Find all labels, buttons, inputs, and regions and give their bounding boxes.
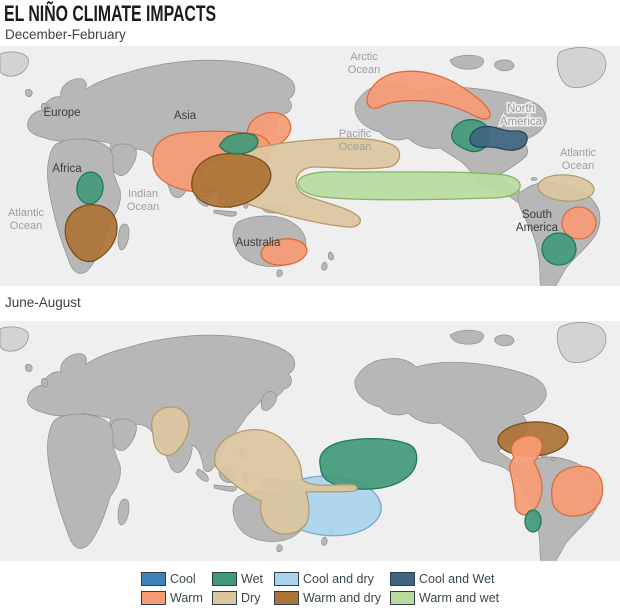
legend-item-cool: Cool [141, 572, 196, 586]
legend-label-warm: Warm [170, 591, 203, 605]
map-label-indian-ocean: Indian Ocean [127, 188, 159, 213]
impact-region-east-africa-wet [76, 171, 104, 205]
map-label-pacific-ocean: Pacific Ocean [339, 128, 372, 153]
map-label-south-america: South America [516, 209, 559, 234]
legend-label-warm-dry: Warm and dry [303, 591, 382, 605]
map-december-february: Europe Asia Africa Atlantic Ocean Indian Ocean… [0, 46, 620, 286]
legend-swatch-wet [212, 572, 237, 586]
legend-swatch-dry [212, 591, 237, 605]
legend-label-warm-wet: Warm and wet [419, 591, 500, 605]
legend-swatch-cool-dry [274, 572, 299, 586]
impact-region-north-pacific-alaska-warm [366, 70, 491, 120]
page-title: EL NIÑO CLIMATE IMPACTS [4, 1, 217, 26]
legend-label-wet: Wet [241, 572, 263, 586]
legend-label-cool-wet: Cool and Wet [419, 572, 495, 586]
map-label-australia: Australia [236, 237, 281, 249]
map-label-asia: Asia [174, 110, 197, 122]
legend-label-dry: Dry [241, 591, 261, 605]
map-june-august [0, 321, 620, 561]
impact-region-central-chile-wet [524, 509, 542, 533]
impact-region-central-pacific-wet [319, 437, 418, 490]
impact-region-peru-bolivia-chile-warm [509, 434, 543, 516]
impact-region-southeast-australia-warm [260, 238, 308, 266]
legend-item-warm-dry: Warm and dry [274, 591, 381, 605]
legend-swatch-cool-wet [390, 572, 415, 586]
legend-swatch-cool [141, 572, 166, 586]
legend-item-wet: Wet [212, 572, 263, 586]
impact-region-maritime-continent-warm-dry [191, 152, 272, 208]
legend-item-dry: Dry [212, 591, 260, 605]
legend-item-warm: Warm [141, 591, 203, 605]
map-label-atlantic-ocean-west: Atlantic Ocean [8, 207, 45, 232]
map-label-arctic-ocean: Arctic Ocean [348, 51, 380, 76]
legend-item-cool-wet: Cool and Wet [390, 572, 495, 586]
map-label-africa: Africa [52, 163, 82, 175]
impact-region-southeast-brazil-warm [561, 206, 597, 240]
legend-item-warm-wet: Warm and wet [390, 591, 499, 605]
legend: Cool Wet Cool and dry Cool and Wet Warm Dry Wa… [0, 566, 620, 613]
map-label-atlantic-ocean-east: Atlantic Ocean [560, 147, 597, 172]
impact-region-southern-africa-warm-dry [64, 203, 118, 263]
legend-swatch-warm-dry [274, 591, 299, 605]
legend-swatch-warm [141, 591, 166, 605]
map-label-north-america: North America [500, 103, 543, 128]
legend-item-cool-dry: Cool and dry [274, 572, 374, 586]
season-label-jja: June-August [5, 295, 81, 310]
map-label-europe: Europe [43, 107, 80, 119]
impact-region-southern-us-cool-wet [469, 125, 528, 151]
impact-region-indonesia-east-australia-dry [214, 428, 358, 535]
impact-region-uruguay-argentina-wet [541, 232, 577, 266]
season-label-djf: December-February [5, 27, 126, 42]
legend-label-cool: Cool [170, 572, 196, 586]
impact-region-northern-south-america-dry [537, 174, 595, 202]
impact-region-equatorial-pacific-warm-wet [297, 171, 521, 201]
impact-region-india-dry [151, 406, 190, 456]
impact-region-east-china-wet [219, 132, 259, 155]
impact-region-east-brazil-warm [550, 465, 604, 517]
legend-swatch-warm-wet [390, 591, 415, 605]
legend-label-cool-dry: Cool and dry [303, 572, 374, 586]
